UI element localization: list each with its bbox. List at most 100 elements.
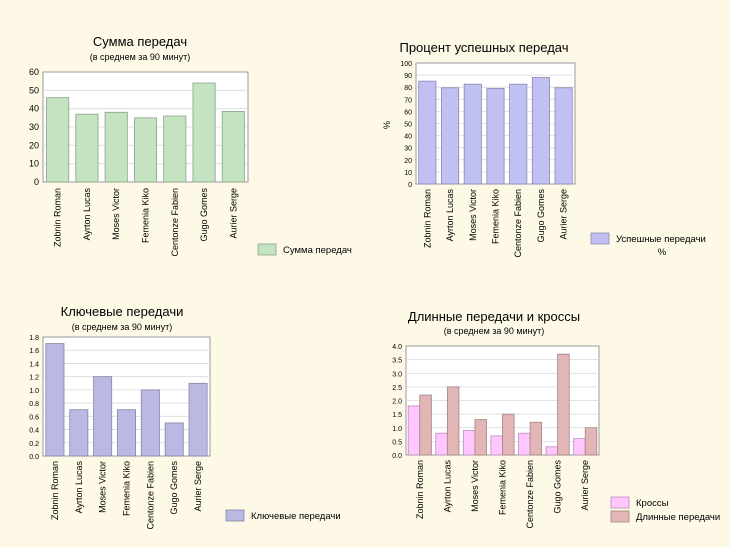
category-label: Gugo Gomes [169, 461, 179, 515]
bar [529, 421, 543, 456]
bar [163, 115, 187, 183]
category-label: Ayrton Lucas [74, 461, 84, 514]
y-tick-label: 0.0 [392, 453, 402, 460]
y-tick-label: 1.0 [392, 426, 402, 433]
category-label: Aurier Serge [559, 189, 569, 240]
y-tick-label: 0.6 [29, 414, 39, 421]
category-label: Moses Victor [470, 460, 480, 512]
y-tick-label: 70 [404, 97, 412, 104]
chart-subtitle: (в среднем за 90 минут) [72, 322, 172, 332]
legend-label: Успешные передачи [616, 234, 706, 245]
bar [104, 111, 128, 183]
bar [463, 83, 482, 185]
legend-swatch [257, 243, 277, 256]
bar [446, 386, 460, 456]
y-tick-label: 1.2 [29, 375, 39, 382]
chart-total-passes: Сумма передач (в среднем за 90 минут) 0 1… [29, 34, 352, 257]
y-tick-label: 40 [404, 134, 412, 141]
category-label: Aurier Serge [228, 188, 238, 239]
legend-label: Кроссы [636, 498, 669, 509]
category-label: Gugo Gomes [199, 188, 209, 242]
chart-pass-accuracy: Процент успешных передач % 0 10 20 30 40 50 60… [382, 40, 706, 258]
y-tick-label: 10 [29, 159, 39, 169]
y-tick-label: 60 [29, 67, 39, 77]
y-tick-label: 0.5 [392, 439, 402, 446]
chart-subtitle: (в среднем за 90 минут) [90, 52, 190, 62]
y-tick-label: 40 [29, 104, 39, 114]
y-tick-label: 3.0 [392, 371, 402, 378]
bar [486, 88, 505, 185]
y-tick-label: 0 [34, 177, 39, 187]
bar [462, 430, 476, 456]
category-label: Gugo Gomes [553, 460, 563, 514]
y-tick-label: 1.0 [29, 388, 39, 395]
category-label: Femenia Kiko [141, 188, 151, 243]
legend-label: Сумма передач [283, 245, 352, 256]
chart-title: Ключевые передачи [61, 304, 184, 319]
bar [557, 353, 570, 456]
category-label: Zobnin Roman [422, 189, 432, 248]
category-label: Moses Victor [98, 461, 108, 513]
y-axis-label: % [382, 121, 392, 129]
bar [419, 394, 432, 456]
category-label: Ayrton Lucas [82, 188, 92, 241]
bar [474, 419, 487, 456]
y-tick-label: 0.2 [29, 441, 39, 448]
category-label: Centonze Fabien [513, 189, 523, 258]
chart-subtitle: (в среднем за 90 минут) [444, 326, 544, 336]
bar [502, 413, 515, 456]
chart-title: Сумма передач [93, 34, 187, 49]
bar [573, 438, 586, 456]
bar [45, 343, 65, 457]
category-label: Femenia Kiko [491, 189, 501, 244]
y-tick-label: 1.5 [392, 412, 402, 419]
y-tick-label: 2.0 [392, 399, 402, 406]
legend-label: Длинные передачи [636, 512, 720, 523]
y-tick-label: 0.0 [29, 454, 39, 461]
y-tick-label: 90 [404, 73, 412, 80]
legend-swatch [590, 232, 610, 245]
y-tick-label: 3.5 [392, 358, 402, 365]
bar [545, 446, 559, 456]
legend-swatch [225, 509, 245, 522]
category-label: Aurier Serge [580, 460, 590, 511]
bar [133, 117, 158, 183]
bar [46, 97, 70, 183]
bar [490, 435, 503, 456]
bar [441, 87, 460, 185]
y-tick-label: 2.5 [392, 385, 402, 392]
y-tick-label: 50 [29, 85, 39, 95]
chart-key-passes: Ключевые передачи (в среднем за 90 минут… [29, 304, 340, 530]
bar [140, 389, 160, 457]
category-label: Centonze Fabien [525, 460, 535, 529]
category-label: Centonze Fabien [145, 461, 155, 530]
y-tick-label: 100 [400, 61, 412, 68]
bar [192, 82, 216, 183]
category-label: Femenia Kiko [498, 460, 508, 515]
bar [531, 77, 550, 185]
y-tick-label: 20 [404, 158, 412, 165]
chart-title: Длинные передачи и кроссы [408, 309, 580, 324]
bar [164, 422, 184, 457]
legend-swatch [610, 510, 630, 523]
y-tick-label: 50 [404, 122, 412, 129]
category-label: Gugo Gomes [536, 189, 546, 243]
category-label: Ayrton Lucas [442, 460, 452, 513]
bar [221, 111, 245, 183]
y-tick-label: 0 [408, 182, 412, 189]
legend-label: Ключевые передачи [251, 511, 341, 522]
bar [518, 432, 531, 456]
y-tick-label: 0.4 [29, 428, 39, 435]
category-label: Zobnin Roman [415, 460, 425, 519]
category-label: Moses Victor [468, 189, 478, 241]
category-label: Centonze Fabien [170, 188, 180, 257]
bar [117, 409, 136, 457]
bar [75, 113, 99, 183]
y-tick-label: 30 [29, 122, 39, 132]
category-label: Zobnin Roman [53, 188, 63, 247]
y-tick-label: 4.0 [392, 344, 402, 351]
chart-title: Процент успешных передач [399, 40, 568, 55]
bar [435, 432, 448, 456]
bar [418, 80, 437, 185]
